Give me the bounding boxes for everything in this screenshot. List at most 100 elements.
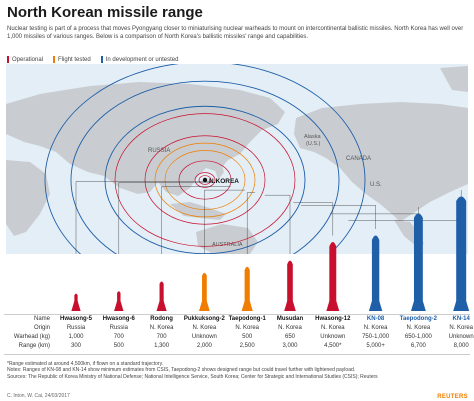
intro-text: Nuclear testing is part of a process tha…	[7, 26, 464, 40]
row-label-name: Name	[33, 316, 50, 322]
legend-swatch-development	[100, 56, 103, 63]
footnote-sources: Sources: The Republic of Korea Ministry …	[7, 373, 378, 380]
map-label-australia: AUSTRALIA	[212, 242, 243, 248]
footnote-notes: Notes: Ranges of KN-08 and KN-14 show mi…	[7, 367, 356, 374]
chart-title: North Korean missile range	[7, 4, 203, 21]
cell-name-kn-14: KN-14	[452, 316, 470, 322]
range-ring-hwasong-5	[198, 175, 212, 185]
map-label-nkorea: N.KOREA	[209, 178, 239, 185]
missile-fins-taepodong-2	[410, 301, 426, 311]
brand-logo: REUTERS	[437, 394, 468, 400]
range-ring-rodong	[178, 160, 232, 200]
cell-name-hwasong-5: Hwasong-5	[59, 316, 92, 322]
cell-origin-rodong: N. Korea	[149, 325, 174, 331]
range-rings	[44, 64, 366, 299]
legend: Operational Flight tested In development…	[7, 56, 178, 63]
landmass-greenland	[440, 66, 468, 92]
leader-line-kn-08	[301, 205, 376, 229]
map-label-canada: CANADA	[346, 156, 371, 162]
missile-musudan	[287, 260, 293, 308]
cell-name-pukkuksong-2: Pukkuksong-2	[183, 316, 225, 322]
missile-kn-14	[456, 196, 467, 308]
legend-label-operational: Operational	[12, 56, 44, 63]
cell-warhead-taepodong-2: 650-1,000	[404, 334, 432, 340]
cell-range-hwasong-6: 500	[113, 343, 124, 349]
cell-name-kn-08: KN-08	[366, 316, 385, 322]
legend-item-operational: Operational	[7, 56, 43, 63]
table-row-warhead: Warhead (kg)	[0, 334, 474, 343]
missile-taepodong-1	[244, 266, 250, 308]
cell-range-taepodong-1: 2,500	[239, 343, 255, 349]
leader-line-rodong	[161, 186, 231, 278]
nkorea-dot	[202, 177, 208, 183]
cell-range-kn-14: 8,000	[453, 343, 469, 349]
legend-item-development: In development or untested	[100, 56, 179, 63]
legend-label-development: In development or untested	[105, 56, 179, 63]
cell-warhead-rodong: 700	[156, 334, 167, 340]
legend-label-flight-tested: Flight tested	[58, 56, 91, 63]
leader-line-hwasong-6	[118, 182, 215, 288]
map-label-alaska: Alaska (U.S.)	[304, 134, 322, 147]
range-ring-musudan	[144, 135, 266, 225]
cell-origin-hwasong-6: Russia	[109, 325, 128, 331]
landmass-north-america	[294, 102, 468, 222]
missile-fins-kn-14	[453, 301, 470, 311]
footnote-range: *Range estimated at around 4,500km, if f…	[7, 361, 164, 367]
cell-range-musudan: 3,000	[282, 343, 298, 349]
cell-origin-musudan: N. Korea	[278, 325, 302, 331]
range-ring-pukkuksong-2	[164, 150, 246, 210]
cell-warhead-hwasong-5: 1,000	[68, 334, 84, 340]
cell-range-hwasong-5: 300	[70, 343, 81, 349]
table-row-origin: Origin	[0, 325, 474, 334]
leader-line-pukkuksong-2	[204, 189, 245, 268]
missile-fins-hwasong-5	[71, 301, 81, 311]
legend-swatch-operational	[7, 56, 9, 63]
cell-origin-taepodong-1: N. Korea	[235, 325, 260, 331]
range-ring-kn-08	[104, 105, 306, 255]
map-label-alaska-line2: (U.S.)	[306, 141, 321, 147]
cell-warhead-musudan: 650	[284, 334, 295, 340]
cell-range-pukkuksong-2: 2,000	[196, 343, 212, 349]
cell-warhead-hwasong-12: Unknown	[320, 334, 346, 340]
row-label-warhead: Warhead (kg)	[13, 334, 50, 340]
credit: C. Inton, W. Cai, 24/03/2017	[7, 393, 70, 399]
cell-origin-kn-08: N. Korea	[363, 325, 388, 331]
range-ring-taepodong-1	[154, 142, 256, 218]
missile-range-chart: RUSSIA Alaska (U.S.) CANADA U.S. AUSTRAL…	[0, 64, 474, 314]
leader-line-hwasong-12	[293, 202, 333, 236]
cell-origin-taepodong-2: N. Korea	[406, 325, 431, 331]
cell-warhead-hwasong-6: 700	[113, 334, 124, 340]
row-label-origin: Origin	[33, 325, 50, 331]
missile-fins-musudan	[284, 301, 296, 311]
table-row-name: Name	[0, 316, 474, 325]
leader-line-taepodong-1	[246, 192, 255, 262]
cell-warhead-pukkuksong-2: Unknown	[191, 334, 217, 340]
missile-kn-08	[371, 235, 380, 308]
cell-name-hwasong-6: Hwasong-6	[102, 316, 135, 322]
missile-pukkuksong-2	[202, 272, 207, 308]
missile-fins-hwasong-6	[114, 301, 124, 311]
cell-origin-hwasong-12: N. Korea	[320, 325, 345, 331]
cell-range-taepodong-2: 6,700	[410, 343, 426, 349]
legend-swatch-flight-tested	[53, 56, 56, 63]
cell-warhead-kn-08: 750-1,000	[362, 334, 390, 340]
cell-range-rodong: 1,300	[154, 343, 170, 349]
cell-origin-hwasong-5: Russia	[66, 325, 86, 331]
landmass-africa	[6, 160, 50, 236]
missile-strip-background	[0, 254, 474, 314]
cell-range-hwasong-12: 4,500*	[324, 343, 342, 349]
cell-warhead-taepodong-1: 500	[242, 334, 253, 340]
map-label-alaska-line1: Alaska	[304, 134, 321, 140]
cell-origin-pukkuksong-2: N. Korea	[192, 325, 217, 331]
range-ring-hwasong-12	[114, 113, 296, 247]
missile-fins-taepodong-1	[241, 301, 253, 311]
row-label-range: Range (km)	[18, 343, 50, 349]
missile-fins-hwasong-12	[326, 301, 340, 311]
landmass-southeast-asia	[170, 202, 226, 220]
cell-name-rodong: Rodong	[150, 316, 173, 322]
cell-warhead-kn-14: Unknown	[448, 334, 474, 340]
range-ring-hwasong-6	[194, 172, 216, 188]
table-separator-top	[4, 314, 470, 315]
cell-origin-kn-14: N. Korea	[449, 325, 474, 331]
cell-name-musudan: Musudan	[276, 316, 304, 322]
